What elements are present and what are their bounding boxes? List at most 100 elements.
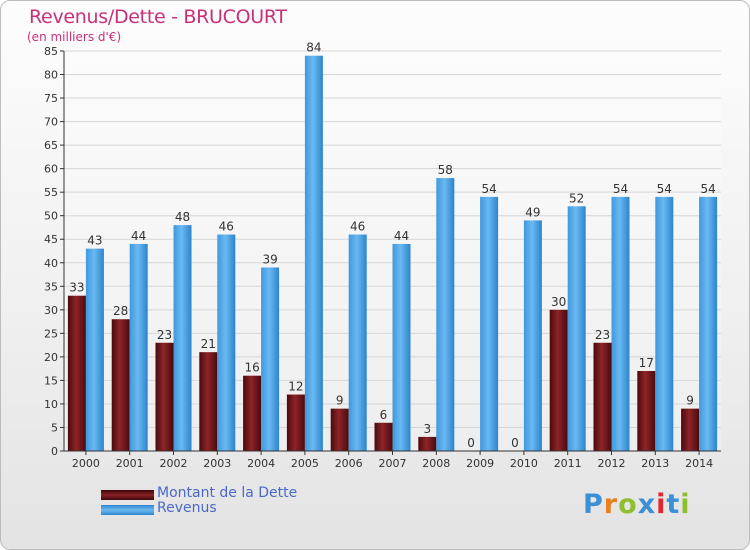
legend-swatch-revenus — [101, 505, 154, 515]
y-tick-label: 5 — [51, 421, 58, 434]
bar-dette-2006 — [330, 408, 349, 451]
y-tick-label: 75 — [44, 92, 58, 105]
x-tick-label: 2003 — [203, 457, 231, 470]
x-tick-label: 2009 — [466, 457, 494, 470]
legend-label-dette: Montant de la Dette — [157, 485, 298, 501]
data-label-dette: 21 — [201, 337, 216, 351]
data-label-dette: 0 — [467, 436, 475, 450]
y-tick-label: 15 — [44, 374, 58, 387]
data-label-revenus: 84 — [306, 41, 321, 55]
data-label-dette: 23 — [157, 328, 172, 342]
data-label-revenus: 46 — [350, 220, 365, 234]
x-tick-label: 2000 — [72, 457, 100, 470]
logo-letter: r — [603, 489, 619, 520]
y-tick-label: 40 — [44, 257, 58, 270]
data-label-revenus: 46 — [219, 220, 234, 234]
data-label-revenus: 54 — [481, 182, 496, 196]
y-tick-label: 45 — [44, 233, 58, 246]
y-tick-label: 10 — [44, 398, 58, 411]
x-tick-label: 2001 — [116, 457, 144, 470]
data-label-revenus: 54 — [613, 182, 628, 196]
data-label-dette: 17 — [639, 356, 654, 370]
bar-dette-2000 — [67, 295, 86, 451]
bar-revenus-2012 — [611, 196, 630, 451]
data-label-dette: 12 — [288, 380, 303, 394]
legend-label-revenus: Revenus — [157, 500, 217, 516]
bar-revenus-2005 — [304, 55, 323, 452]
bar-revenus-2011 — [567, 206, 586, 451]
data-label-dette: 3 — [423, 422, 431, 436]
bar-revenus-2007 — [392, 243, 411, 451]
bar-revenus-2006 — [348, 234, 367, 451]
data-label-dette: 30 — [551, 295, 566, 309]
bar-dette-2004 — [243, 375, 262, 451]
bar-dette-2002 — [155, 342, 174, 451]
x-tick-label: 2006 — [335, 457, 363, 470]
data-label-revenus: 54 — [657, 182, 672, 196]
y-tick-label: 80 — [44, 69, 58, 82]
x-tick-label: 2010 — [510, 457, 538, 470]
bar-dette-2001 — [111, 319, 130, 451]
x-tick-label: 2007 — [379, 457, 407, 470]
data-label-dette: 28 — [113, 304, 128, 318]
data-label-revenus: 58 — [438, 163, 453, 177]
y-tick-label: 65 — [44, 139, 58, 152]
data-label-revenus: 44 — [131, 229, 146, 243]
y-tick-label: 30 — [44, 304, 58, 317]
data-label-revenus: 43 — [87, 234, 102, 248]
proxiti-logo: Proxiti — [583, 489, 691, 520]
y-tick-label: 25 — [44, 327, 58, 340]
bar-revenus-2009 — [480, 196, 499, 451]
bar-dette-2007 — [374, 422, 393, 451]
bar-dette-2008 — [418, 436, 437, 451]
data-label-revenus: 52 — [569, 191, 584, 205]
data-label-revenus: 48 — [175, 210, 190, 224]
logo-letter: o — [618, 489, 638, 520]
data-label-revenus: 39 — [262, 252, 277, 266]
data-label-dette: 33 — [69, 281, 84, 295]
legend-swatch-dette — [101, 490, 154, 500]
logo-letter: x — [637, 489, 657, 520]
data-label-dette: 9 — [336, 394, 344, 408]
x-tick-label: 2012 — [598, 457, 626, 470]
data-label-revenus: 49 — [525, 205, 540, 219]
bar-dette-2011 — [549, 309, 568, 451]
bar-revenus-2000 — [85, 248, 104, 451]
y-tick-label: 20 — [44, 351, 58, 364]
x-tick-label: 2011 — [554, 457, 582, 470]
bar-revenus-2014 — [699, 196, 718, 451]
logo-letter: t — [666, 489, 681, 520]
y-tick-label: 50 — [44, 210, 58, 223]
data-label-dette: 9 — [686, 394, 694, 408]
bar-revenus-2002 — [173, 225, 192, 451]
y-tick-label: 0 — [51, 445, 58, 458]
bar-dette-2003 — [199, 352, 218, 451]
data-label-dette: 6 — [380, 408, 388, 422]
x-tick-label: 2014 — [685, 457, 713, 470]
x-tick-label: 2002 — [160, 457, 188, 470]
data-label-revenus: 54 — [700, 182, 715, 196]
bar-revenus-2001 — [129, 243, 148, 451]
y-tick-label: 60 — [44, 163, 58, 176]
bar-dette-2014 — [681, 408, 700, 451]
y-tick-label: 55 — [44, 186, 58, 199]
chart-title: Revenus/Dette - BRUCOURT — [29, 6, 287, 28]
logo-letter: i — [680, 489, 691, 520]
x-tick-label: 2013 — [641, 457, 669, 470]
bar-dette-2012 — [593, 342, 612, 451]
x-tick-label: 2008 — [422, 457, 450, 470]
bar-dette-2005 — [286, 394, 305, 451]
data-label-dette: 16 — [244, 361, 259, 375]
logo-letter: P — [583, 489, 604, 520]
logo-letter: i — [656, 489, 667, 520]
bar-revenus-2003 — [217, 234, 236, 451]
bar-revenus-2013 — [655, 196, 674, 451]
y-tick-label: 85 — [44, 45, 58, 58]
x-tick-label: 2004 — [247, 457, 275, 470]
x-tick-label: 2005 — [291, 457, 319, 470]
y-tick-label: 35 — [44, 280, 58, 293]
bar-revenus-2004 — [261, 267, 280, 451]
data-label-dette: 23 — [595, 328, 610, 342]
